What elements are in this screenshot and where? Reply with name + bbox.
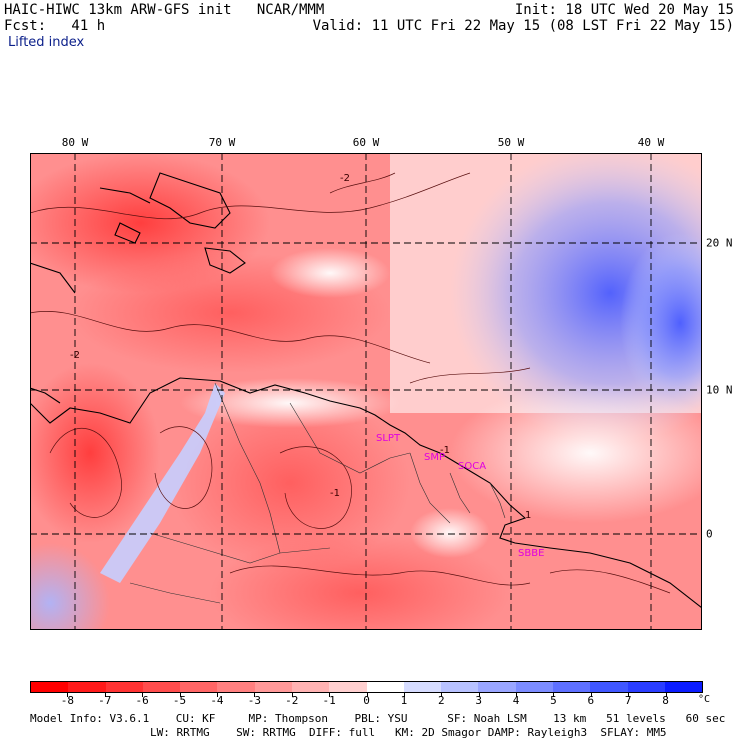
colorbar-tick-label: -6 bbox=[135, 694, 149, 707]
lat-lon-grid bbox=[30, 153, 702, 630]
colorbar-segment bbox=[478, 682, 516, 692]
colorbar-segment bbox=[664, 682, 703, 692]
unstable-area-amazon bbox=[210, 533, 510, 630]
colorbar-tick-mark bbox=[628, 693, 630, 697]
colorbar-tick-label: 8 bbox=[662, 694, 669, 707]
andes-stable-strip bbox=[100, 383, 225, 583]
colorbar-tick-mark bbox=[665, 693, 667, 697]
title-text: HAIC-HIWC 13km ARW-GFS init NCAR/MMM bbox=[4, 2, 325, 18]
colorbar-tick-label: 1 bbox=[400, 694, 408, 707]
lat-label-0: 0 bbox=[706, 527, 713, 541]
colorbar-tick-mark bbox=[104, 693, 106, 697]
colorbar-segment bbox=[441, 682, 479, 692]
neutral-area-east bbox=[450, 383, 702, 523]
colorbar-tick-label: 4 bbox=[512, 694, 520, 707]
station-label: SOCA bbox=[458, 461, 486, 472]
station-label: SBBE bbox=[518, 548, 544, 559]
colorbar-tick-label: -8 bbox=[60, 694, 74, 707]
colorbar-tick-mark bbox=[553, 693, 555, 697]
unstable-area-central-america bbox=[30, 363, 160, 543]
station-label: SLPT bbox=[376, 433, 401, 444]
lon-label-40w: 40 W bbox=[637, 136, 665, 149]
colorbar-tick-label: 2 bbox=[437, 694, 445, 707]
colorbar-tick-label: 7 bbox=[624, 694, 632, 707]
colorbar-tick-mark bbox=[329, 693, 331, 697]
lon-label-70w: 70 W bbox=[208, 136, 236, 149]
colorbar-segment bbox=[590, 682, 628, 692]
unstable-area-colombia bbox=[170, 393, 410, 573]
colorbar-tick-mark bbox=[441, 693, 443, 697]
colorbar-tick-label: -3 bbox=[247, 694, 261, 707]
colorbar-tick-label: -4 bbox=[210, 694, 224, 707]
contour-label: -2 bbox=[70, 350, 80, 361]
colorbar-tick-label: -1 bbox=[322, 694, 336, 707]
lifted-index-map: -2 -2 -1 -1 1 SLPT SMP SOCA SBBE bbox=[30, 153, 702, 630]
colorbar-tick-mark bbox=[366, 693, 368, 697]
pacific-stable-area bbox=[30, 543, 110, 630]
country-borders bbox=[129, 382, 506, 604]
colorbar-tick-mark bbox=[142, 693, 144, 697]
map-frame bbox=[30, 153, 702, 630]
colorbar-tick-mark bbox=[590, 693, 592, 697]
model-info-line1: Model Info: V3.6.1 CU: KF MP: Thompson P… bbox=[30, 712, 726, 725]
colorbar-segment bbox=[552, 682, 591, 692]
coastlines bbox=[30, 172, 702, 609]
lon-label-50w: 50 W bbox=[497, 136, 525, 149]
field-name: Lifted index bbox=[8, 35, 85, 50]
lat-label-10n: 10 N bbox=[706, 383, 733, 397]
model-info-line2: LW: RRTMG SW: RRTMG DIFF: full KM: 2D Sm… bbox=[150, 726, 667, 739]
contour-label: -2 bbox=[340, 173, 350, 184]
colorbar-tick-label: 0 bbox=[363, 694, 370, 707]
colorbar-segment bbox=[291, 682, 330, 692]
colorbar-tick-label: 6 bbox=[587, 694, 595, 707]
colorbar-segment bbox=[142, 682, 181, 692]
colorbar-tick-mark bbox=[478, 693, 480, 697]
colorbar-segment bbox=[217, 682, 255, 692]
colorbar-segment bbox=[627, 682, 665, 692]
colorbar-segment bbox=[31, 682, 69, 692]
neutral-area-sea bbox=[270, 248, 390, 298]
colorbar-tick-label: -2 bbox=[285, 694, 299, 707]
contour-label: -1 bbox=[440, 445, 450, 456]
colorbar-tick-mark bbox=[254, 693, 256, 697]
colorbar-tick-mark bbox=[403, 693, 405, 697]
colorbar-segment bbox=[105, 682, 143, 692]
colorbar-segment bbox=[366, 682, 404, 692]
colorbar-segment bbox=[180, 682, 218, 692]
colorbar-tick-mark bbox=[216, 693, 218, 697]
neutral-area-guiana bbox=[410, 508, 490, 558]
forecast-hour: Fcst: 41 h bbox=[4, 18, 106, 34]
init-time: Init: 18 UTC Wed 20 May 15 bbox=[514, 2, 734, 18]
colorbar-tick-mark bbox=[179, 693, 181, 697]
lat-label-20n: 20 N bbox=[706, 236, 733, 250]
valid-time: Valid: 11 UTC Fri 22 May 15 (08 LST Fri … bbox=[312, 18, 734, 34]
colorbar-segment bbox=[329, 682, 367, 692]
colorbar-segment bbox=[515, 682, 553, 692]
colorbar bbox=[30, 681, 703, 693]
colorbar-segment bbox=[403, 682, 442, 692]
colorbar-tick-mark bbox=[67, 693, 69, 697]
colorbar-tick-label: -5 bbox=[172, 694, 187, 707]
lon-label-80w: 80 W bbox=[61, 136, 89, 149]
colorbar-unit: °C bbox=[698, 694, 711, 705]
colorbar-segment bbox=[68, 682, 106, 692]
colorbar-tick-mark bbox=[516, 693, 518, 697]
colorbar-tick-label: 5 bbox=[550, 694, 557, 707]
contour-label: -1 bbox=[330, 488, 340, 499]
colorbar-tick-label: 3 bbox=[475, 694, 482, 707]
stable-air-core bbox=[620, 233, 702, 413]
contour-label: 1 bbox=[525, 510, 531, 521]
lon-label-60w: 60 W bbox=[352, 136, 380, 149]
colorbar-tick-mark bbox=[291, 693, 293, 697]
colorbar-segment bbox=[254, 682, 292, 692]
contour-lines bbox=[30, 172, 671, 594]
station-label: SMP bbox=[424, 452, 445, 463]
colorbar-tick-label: -7 bbox=[98, 694, 112, 707]
